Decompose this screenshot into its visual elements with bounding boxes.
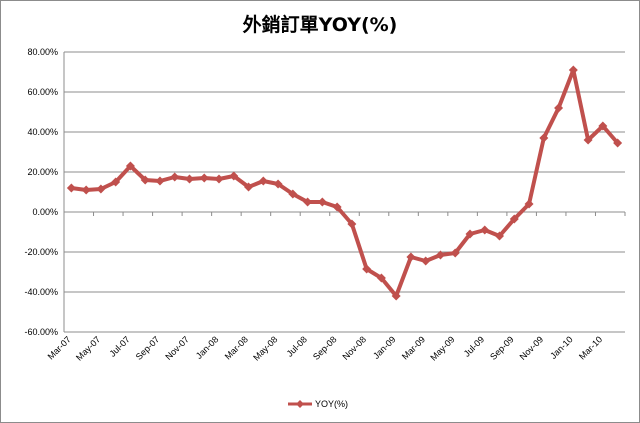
x-tick-label: Jul-08: [285, 334, 309, 358]
data-point: [258, 176, 268, 186]
data-point: [125, 161, 135, 171]
data-point: [465, 229, 475, 239]
x-tick-label: Mar-09: [400, 334, 427, 361]
x-tick-label: Sep-09: [488, 334, 516, 362]
data-point: [332, 202, 342, 212]
x-tick-label: Sep-08: [311, 334, 339, 362]
data-point: [406, 252, 416, 262]
x-tick-label: Jul-07: [107, 334, 131, 358]
data-point: [613, 138, 623, 148]
data-point: [568, 65, 578, 75]
y-tick-label: 20.00%: [27, 167, 58, 177]
data-point: [391, 291, 401, 301]
y-tick-label: -20.00%: [24, 247, 58, 257]
data-point: [273, 179, 283, 189]
x-tick-label: May-07: [74, 334, 102, 362]
data-point: [66, 183, 76, 193]
chart-title: 外銷訂單YOY(%): [242, 14, 398, 36]
data-point: [539, 133, 549, 143]
data-point: [170, 172, 180, 182]
x-tick-label: Sep-07: [134, 334, 162, 362]
x-tick-label: Jan-09: [371, 334, 398, 361]
y-tick-label: 60.00%: [27, 87, 58, 97]
data-point: [155, 176, 165, 186]
data-point: [435, 250, 445, 260]
data-point: [184, 174, 194, 184]
data-point: [421, 256, 431, 266]
data-point: [362, 264, 372, 274]
x-tick-label: Mar-07: [46, 334, 73, 361]
data-point: [583, 135, 593, 145]
legend-marker: [296, 400, 304, 408]
x-tick-label: Nov-08: [340, 334, 368, 362]
data-point: [229, 171, 239, 181]
x-tick-label: Mar-08: [223, 334, 250, 361]
data-point: [303, 197, 313, 207]
data-point: [81, 185, 91, 195]
legend-label: YOY(%): [315, 399, 348, 409]
x-tick-label: May-09: [428, 334, 456, 362]
series-line: [71, 68, 620, 298]
data-point: [598, 121, 608, 131]
data-point: [317, 197, 327, 207]
x-tick-label: Mar-10: [577, 334, 604, 361]
data-point: [288, 189, 298, 199]
data-point: [199, 173, 209, 183]
x-tick-label: Jul-09: [462, 334, 486, 358]
y-tick-label: 40.00%: [27, 127, 58, 137]
data-point: [347, 219, 357, 229]
data-point: [554, 103, 564, 113]
data-point: [111, 177, 121, 187]
data-point: [450, 248, 460, 258]
data-point: [509, 214, 519, 224]
data-point: [495, 231, 505, 241]
y-tick-label: 0.00%: [32, 207, 58, 217]
data-point: [96, 184, 106, 194]
x-tick-label: Nov-07: [163, 334, 191, 362]
x-tick-label: May-08: [251, 334, 279, 362]
y-tick-label: 80.00%: [27, 47, 58, 57]
data-point: [140, 175, 150, 185]
x-tick-label: Jan-08: [194, 334, 221, 361]
x-tick-label: Nov-09: [518, 334, 546, 362]
x-tick-label: Jan-10: [548, 334, 575, 361]
data-point: [480, 225, 490, 235]
y-tick-label: -60.00%: [24, 327, 58, 337]
data-point: [214, 174, 224, 184]
data-point: [244, 182, 254, 192]
data-point: [376, 273, 386, 283]
data-point: [524, 199, 534, 209]
y-tick-label: -40.00%: [24, 287, 58, 297]
